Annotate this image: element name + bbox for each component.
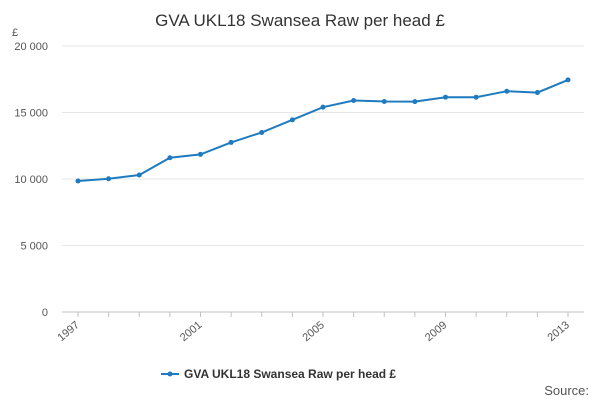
x-tick-label: 2013 — [545, 319, 571, 344]
data-point[interactable] — [534, 90, 540, 96]
data-point[interactable] — [198, 151, 203, 157]
data-point[interactable] — [228, 139, 234, 145]
legend-swatch-marker — [167, 371, 173, 377]
legend[interactable]: GVA UKL18 Swansea Raw per head £ — [161, 367, 396, 381]
legend-label: GVA UKL18 Swansea Raw per head £ — [184, 367, 396, 381]
data-point[interactable] — [320, 104, 326, 110]
series-line — [77, 78, 569, 182]
y-tick-label: 5 000 — [20, 241, 48, 253]
data-point[interactable] — [289, 117, 295, 123]
x-tick-label: 1997 — [55, 319, 81, 344]
y-tick-label: 10 000 — [14, 174, 48, 186]
source-label: Source: — [544, 383, 589, 398]
data-point[interactable] — [259, 129, 265, 135]
data-point[interactable] — [351, 98, 357, 104]
y-axis-ticks: 0 5 000 10 000 15 000 20 000 — [14, 41, 48, 319]
x-tick-label: 2005 — [300, 319, 326, 344]
data-point[interactable] — [381, 98, 387, 104]
data-point[interactable] — [136, 172, 142, 178]
y-tick-label: 20 000 — [14, 41, 48, 53]
y-axis-unit: £ — [12, 27, 18, 39]
data-point[interactable] — [504, 88, 510, 94]
data-point[interactable] — [473, 94, 479, 100]
y-tick-label: 15 000 — [14, 108, 48, 120]
x-axis-ticks: 1997 2001 2005 2009 2013 — [55, 312, 572, 344]
x-tick-label: 2009 — [423, 319, 449, 344]
x-tick-label: 2001 — [178, 319, 204, 344]
data-point[interactable] — [106, 176, 112, 182]
y-tick-label: 0 — [42, 307, 48, 319]
data-point[interactable] — [565, 77, 571, 83]
data-point[interactable] — [443, 94, 448, 100]
series-layer — [75, 77, 571, 184]
data-point[interactable] — [412, 99, 418, 105]
data-point[interactable] — [75, 178, 81, 184]
grid-lines — [62, 45, 584, 246]
data-point[interactable] — [167, 155, 173, 161]
chart-title: GVA UKL18 Swansea Raw per head £ — [155, 11, 445, 30]
